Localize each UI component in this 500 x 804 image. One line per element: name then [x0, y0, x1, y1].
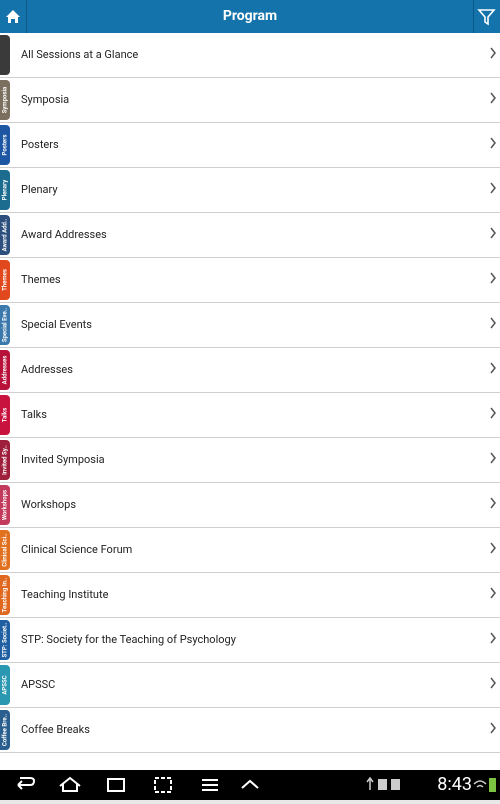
side-tab[interactable]: Plenary	[0, 170, 10, 210]
side-tab[interactable]: Clinical Sci..	[0, 530, 10, 570]
list-item[interactable]: Posters Posters	[0, 123, 500, 168]
side-tab-label: Addresses	[1, 355, 9, 385]
side-tab-label: Themes	[1, 269, 9, 291]
item-label: APSSC	[21, 678, 56, 691]
clock: 8:43	[437, 774, 472, 795]
item-label: Award Addresses	[21, 228, 107, 241]
list-item[interactable]: Teaching In.. Teaching Institute	[0, 573, 500, 618]
list-item	[0, 753, 500, 770]
chevron	[490, 542, 496, 554]
side-tab[interactable]: Teaching In..	[0, 575, 10, 615]
list-item[interactable]: Special Eve.. Special Events	[0, 303, 500, 348]
side-tab-label: Plenary	[1, 179, 9, 201]
signal-icons	[473, 778, 496, 792]
side-tab[interactable]: Special Eve..	[0, 305, 10, 345]
chevron	[490, 362, 496, 374]
side-tab-label: Posters	[1, 134, 9, 156]
list-item[interactable]: Invited Sy.. Invited Symposia	[0, 438, 500, 483]
app-bar: Program	[0, 0, 500, 33]
chevron	[490, 137, 496, 149]
side-tab-label: Award Add..	[1, 218, 9, 252]
chevron	[490, 317, 496, 329]
back-button[interactable]	[17, 777, 36, 790]
side-tab-label: Symposia	[1, 86, 9, 114]
up-button[interactable]	[241, 779, 259, 789]
item-label: Posters	[21, 138, 59, 151]
chevron	[490, 47, 496, 59]
item-label: Workshops	[21, 498, 77, 511]
list-item[interactable]: STP: Societ.. STP: Society for the Teachi…	[0, 618, 500, 663]
item-label: Special Events	[21, 318, 92, 331]
status-icons	[366, 776, 400, 790]
list-item[interactable]: Talks Talks	[0, 393, 500, 438]
side-tab-label: Workshops	[1, 489, 9, 521]
chevron	[490, 452, 496, 464]
side-tab-label: Invited Sy..	[1, 445, 9, 475]
item-label: Teaching Institute	[21, 588, 109, 601]
side-tab[interactable]: Workshops	[0, 485, 10, 525]
item-label: STP: Society for the Teaching of Psychol…	[21, 633, 236, 646]
side-tab[interactable]: Themes	[0, 260, 10, 300]
screenshot-button[interactable]	[154, 777, 172, 793]
chevron	[490, 407, 496, 419]
filter-button[interactable]	[473, 0, 500, 33]
list-item[interactable]: Symposia Symposia	[0, 78, 500, 123]
side-tab-label: Coffee Bre..	[1, 713, 9, 747]
item-label: Themes	[21, 273, 61, 286]
side-tab-label: Clinical Sci..	[1, 533, 9, 567]
item-label: Plenary	[21, 183, 58, 196]
side-tab[interactable]: Posters	[0, 125, 10, 165]
item-label: Talks	[21, 408, 47, 421]
chevron	[490, 497, 496, 509]
side-tab[interactable]: APSSC	[0, 665, 10, 705]
item-label: All Sessions at a Glance	[21, 48, 139, 61]
side-tab[interactable]: Invited Sy..	[0, 440, 10, 480]
item-label: Invited Symposia	[21, 453, 105, 466]
item-label: Clinical Science Forum	[21, 543, 133, 556]
side-tab-label: Special Eve..	[1, 307, 9, 343]
chevron	[490, 677, 496, 689]
chevron	[490, 587, 496, 599]
list-item[interactable]: Award Add.. Award Addresses	[0, 213, 500, 258]
list-item[interactable]: Coffee Bre.. Coffee Breaks	[0, 708, 500, 753]
list-item[interactable]: Themes Themes	[0, 258, 500, 303]
list-item[interactable]: Plenary Plenary	[0, 168, 500, 213]
side-tab[interactable]: Award Add..	[0, 215, 10, 255]
side-tab-label: Teaching In..	[1, 577, 9, 613]
list-item[interactable]: Addresses Addresses	[0, 348, 500, 393]
item-label: Coffee Breaks	[21, 723, 90, 736]
chevron	[490, 92, 496, 104]
home-button[interactable]	[0, 0, 27, 33]
recents-button[interactable]	[107, 778, 125, 792]
side-tab-label: APSSC	[1, 675, 9, 695]
list-item[interactable]: Workshops Workshops	[0, 483, 500, 528]
chevron	[490, 227, 496, 239]
side-tab[interactable]: Addresses	[0, 350, 10, 390]
side-tab[interactable]: STP: Societ..	[0, 620, 10, 660]
chevron	[490, 722, 496, 734]
side-tab[interactable]	[0, 35, 10, 75]
side-tab[interactable]: Talks	[0, 395, 10, 435]
side-tab-label: STP: Societ..	[1, 622, 9, 658]
side-tab[interactable]: Symposia	[0, 80, 10, 120]
menu-button[interactable]	[202, 779, 218, 791]
item-label: Symposia	[21, 93, 70, 106]
list-item[interactable]: APSSC APSSC	[0, 663, 500, 708]
list-item[interactable]: All Sessions at a Glance	[0, 33, 500, 78]
list-item[interactable]: Clinical Sci.. Clinical Science Forum	[0, 528, 500, 573]
title: Program	[222, 8, 278, 24]
program-list: All Sessions at a Glance Symposia Symposia…	[0, 33, 500, 770]
side-tab-label: Talks	[1, 407, 9, 423]
chevron	[490, 272, 496, 284]
nav-buttons	[17, 776, 259, 793]
chevron	[490, 182, 496, 194]
item-label: Addresses	[21, 363, 73, 376]
side-tab[interactable]: Coffee Bre..	[0, 710, 10, 750]
home-nav-button[interactable]	[59, 776, 81, 792]
system-bar: 8:43	[0, 770, 500, 800]
chevron	[490, 632, 496, 644]
